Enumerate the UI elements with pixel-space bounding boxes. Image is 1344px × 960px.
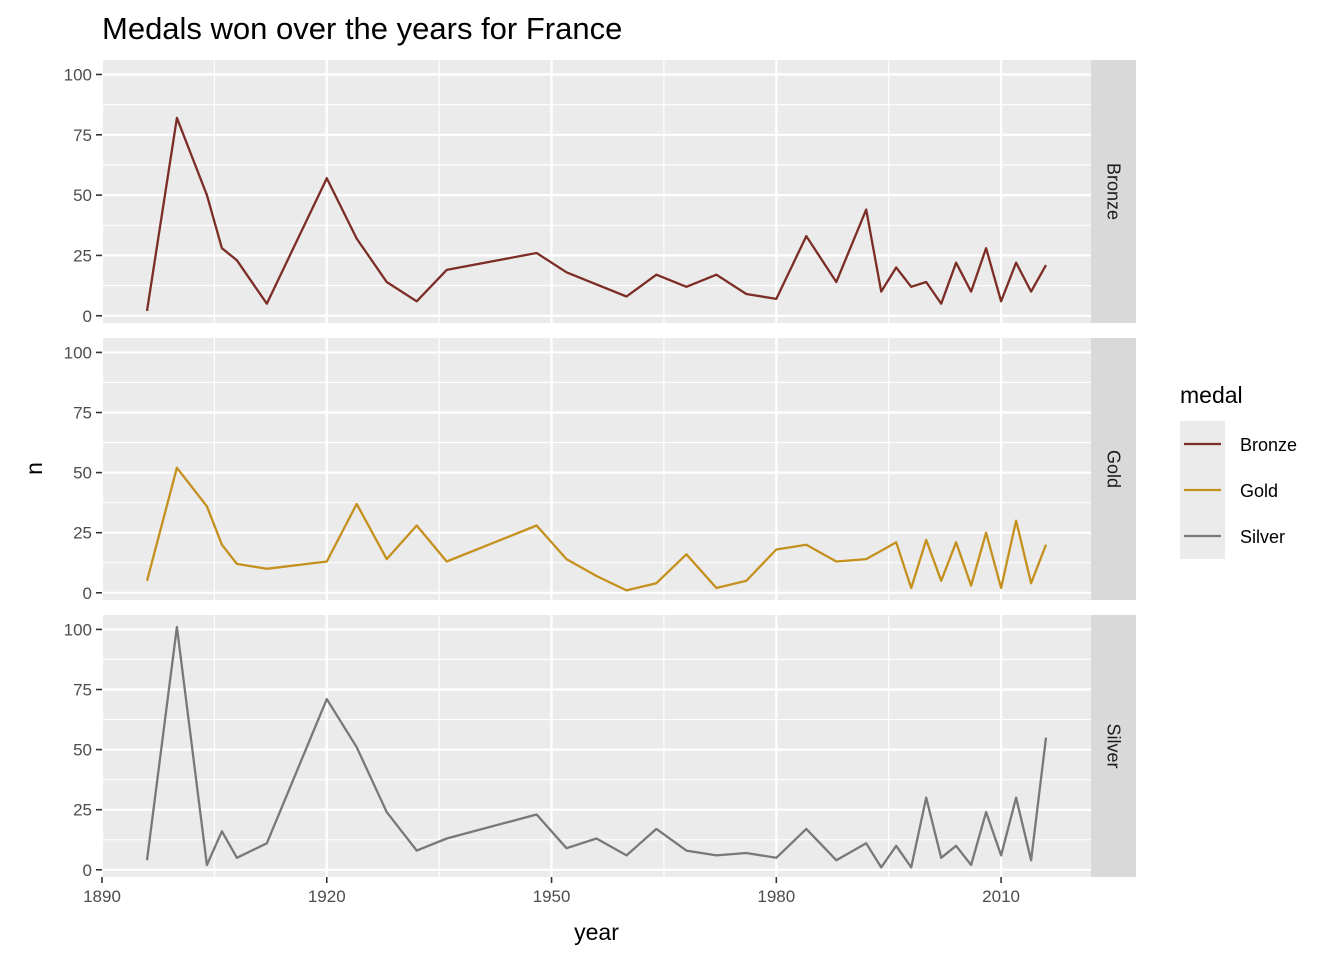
series-line-silver xyxy=(145,625,1048,869)
y-tick-label: 100 xyxy=(64,65,92,84)
panel-bronze: 0 25 50 75 100 Bronze xyxy=(64,60,1136,326)
facet-strip xyxy=(1091,338,1136,600)
y-tick-label: 0 xyxy=(83,307,92,326)
y-tick-label: 100 xyxy=(64,620,92,639)
x-tick-label: 1950 xyxy=(533,887,571,906)
y-tick-label: 75 xyxy=(73,126,92,145)
facet-panels: 0 25 50 75 100 Bronze 0 25 50 75 100 Gold 0 25 50 75 100… xyxy=(64,60,1136,880)
legend-item-silver: Silver xyxy=(1180,513,1285,559)
facet-strip-label: Gold xyxy=(1104,450,1124,488)
y-tick-label: 25 xyxy=(73,524,92,543)
facet-strip xyxy=(1091,60,1136,323)
legend-label: Silver xyxy=(1240,527,1285,547)
facet-strip-label: Bronze xyxy=(1104,163,1124,220)
legend-label: Gold xyxy=(1240,481,1278,501)
y-tick-label: 100 xyxy=(64,343,92,362)
y-tick-label: 50 xyxy=(73,464,92,483)
series-line-gold xyxy=(145,466,1048,592)
facet-strip xyxy=(1091,615,1136,877)
y-tick-label: 0 xyxy=(83,861,92,880)
y-tick-label: 75 xyxy=(73,404,92,423)
series-line-bronze xyxy=(145,116,1048,312)
y-tick-label: 50 xyxy=(73,186,92,205)
legend-item-gold: Gold xyxy=(1180,467,1278,513)
legend-title: medal xyxy=(1180,382,1243,408)
x-tick-label: 1890 xyxy=(83,887,121,906)
y-tick-label: 75 xyxy=(73,681,92,700)
y-tick-label: 0 xyxy=(83,584,92,603)
x-tick-label: 2010 xyxy=(982,887,1020,906)
panel-background xyxy=(102,615,1091,877)
panel-background xyxy=(102,338,1091,600)
legend-label: Bronze xyxy=(1240,435,1297,455)
y-axis-title: n xyxy=(21,462,47,475)
legend-item-bronze: Bronze xyxy=(1180,421,1297,467)
legend: medal Bronze Gold Silver xyxy=(1180,382,1297,559)
y-tick-label: 25 xyxy=(73,246,92,265)
x-axis: 1890 1920 1950 1980 2010 xyxy=(83,877,1020,906)
panel-silver: 0 25 50 75 100 Silver xyxy=(64,615,1136,880)
chart-title: Medals won over the years for France xyxy=(102,11,622,46)
y-tick-label: 50 xyxy=(73,741,92,760)
x-axis-title: year xyxy=(574,919,619,945)
x-tick-label: 1980 xyxy=(757,887,795,906)
y-tick-label: 25 xyxy=(73,801,92,820)
panel-gold: 0 25 50 75 100 Gold xyxy=(64,338,1136,603)
facet-strip-label: Silver xyxy=(1104,723,1124,768)
panel-background xyxy=(102,60,1091,323)
x-tick-label: 1920 xyxy=(308,887,346,906)
